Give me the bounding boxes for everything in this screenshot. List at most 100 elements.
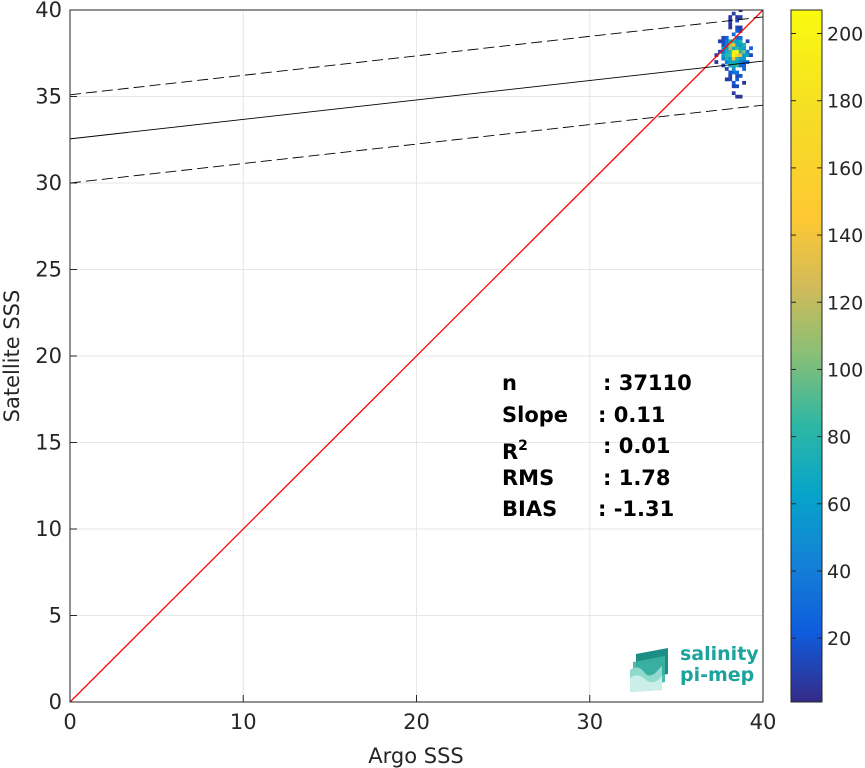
- density-cell: [728, 56, 733, 61]
- density-cells: [714, 10, 753, 99]
- stat-r2-value: : 0.01: [603, 434, 671, 458]
- stat-bias-label: BIAS: [502, 497, 558, 521]
- density-cell: [714, 60, 719, 64]
- stat-bias-value: : -1.31: [598, 497, 675, 521]
- stat-r2-superscript: 2: [518, 438, 528, 454]
- density-cell: [745, 49, 750, 54]
- x-tick-label: 0: [63, 710, 76, 734]
- density-cell: [714, 53, 719, 58]
- density-cell: [735, 84, 740, 89]
- x-tick-label: 10: [230, 710, 257, 734]
- regression-upper-line: [70, 16, 763, 96]
- density-cell: [742, 67, 746, 71]
- density-cell: [738, 63, 743, 68]
- density-cell: [735, 74, 740, 78]
- y-tick-label: 30: [35, 171, 62, 195]
- y-tick-label: 35: [35, 85, 62, 109]
- density-cell: [728, 77, 733, 82]
- density-cell: [731, 63, 736, 68]
- stat-rms-label: RMS: [502, 465, 555, 490]
- wave-layers-icon: [630, 648, 668, 692]
- stat-slope-value: : 0.11: [598, 402, 666, 427]
- density-cell: [735, 94, 740, 99]
- density-cell: [728, 46, 733, 51]
- colorbar-tick-label: 160: [827, 158, 863, 180]
- density-cell: [731, 56, 736, 61]
- density-cell: [731, 70, 736, 75]
- density-cell: [728, 25, 733, 30]
- density-cell: [735, 18, 740, 23]
- density-cell: [738, 35, 743, 40]
- regression-lower-line: [70, 104, 763, 184]
- density-cell: [724, 39, 729, 44]
- density-cell: [738, 10, 743, 13]
- density-cell: [738, 53, 743, 58]
- density-cell: [728, 60, 733, 64]
- density-cell: [742, 80, 746, 85]
- density-cell: [735, 77, 740, 82]
- density-cell: [728, 53, 733, 58]
- density-cell: [731, 80, 736, 85]
- colorbar-tick-label: 100: [827, 359, 863, 381]
- logo-text: salinity pi-mep: [680, 644, 759, 686]
- stat-rms-value: : 1.78: [603, 465, 671, 490]
- stat-n-label: n: [502, 371, 517, 395]
- density-cell: [731, 67, 736, 71]
- density-cell: [735, 15, 740, 19]
- colorbar-tick-label: 200: [827, 24, 863, 46]
- density-cell: [735, 42, 740, 47]
- density-cell: [735, 70, 740, 75]
- colorbar-tick-label: 80: [827, 427, 851, 449]
- density-cell: [735, 56, 740, 61]
- density-cell: [738, 39, 743, 44]
- logo-line1: salinity: [680, 643, 759, 665]
- density-cell: [724, 56, 729, 61]
- colorbar-tick-label: 140: [827, 225, 863, 247]
- density-cell: [742, 63, 746, 68]
- density-cell: [731, 32, 736, 37]
- density-cell: [749, 46, 753, 51]
- density-cell: [728, 74, 733, 78]
- density-cell: [735, 49, 740, 54]
- density-cell: [735, 53, 740, 58]
- x-axis-label: Argo SSS: [368, 744, 463, 768]
- stat-r2-letter: R: [502, 440, 519, 464]
- density-cell: [735, 46, 740, 51]
- density-cell: [721, 39, 726, 44]
- density-cell: [738, 29, 743, 33]
- colorbar-tick-label: 40: [827, 561, 851, 583]
- density-cell: [735, 25, 740, 30]
- density-cell: [721, 42, 726, 47]
- density-cell: [724, 77, 729, 82]
- y-tick-label: 5: [49, 604, 62, 628]
- density-cell: [721, 56, 726, 61]
- y-tick-label: 20: [35, 344, 62, 368]
- density-cell: [721, 53, 726, 58]
- density-cell: [724, 35, 729, 40]
- density-cell: [745, 53, 750, 58]
- density-cell: [731, 49, 736, 54]
- density-cell: [738, 49, 743, 54]
- y-axis: 0 5 10 15 20 25 30 35 40: [35, 0, 77, 714]
- density-cell: [738, 25, 743, 30]
- density-cell: [721, 35, 726, 40]
- density-cell: [724, 46, 729, 51]
- regression-line: [70, 60, 763, 140]
- density-cell: [738, 56, 743, 61]
- y-tick-label: 10: [35, 517, 62, 541]
- density-cell: [731, 91, 736, 96]
- stat-slope-label: Slope: [502, 402, 569, 427]
- stat-n-value: : 37110: [603, 371, 692, 395]
- density-cell: [745, 39, 750, 44]
- density-cell: [738, 74, 743, 78]
- density-cell: [738, 46, 743, 51]
- colorbar-ticks: 20 40 60 80 100 120 140 160 180 200: [791, 24, 863, 650]
- x-axis: 0 10 20 30 40: [63, 695, 776, 734]
- x-tick-label: 30: [576, 710, 603, 734]
- density-cell: [731, 11, 736, 16]
- density-cell: [728, 22, 733, 26]
- identity-line: [70, 10, 763, 702]
- density-cell: [745, 60, 750, 64]
- density-cell: [742, 53, 746, 58]
